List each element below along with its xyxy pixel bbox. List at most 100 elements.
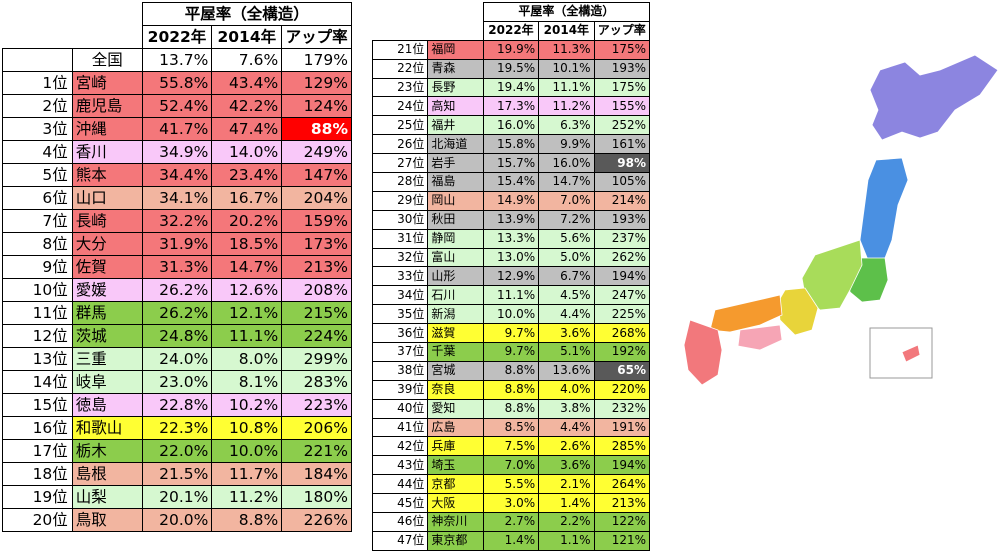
prefecture-cell: 岩手	[427, 153, 484, 174]
table-row: 20位 鳥取 20.0% 8.8% 226%	[2, 508, 352, 532]
value-2014-cell: 10.8%	[211, 416, 283, 440]
rank-cell: 4位	[2, 140, 73, 164]
value-2014-cell: 4.5%	[538, 285, 595, 306]
value-2014-cell: 11.7%	[211, 462, 283, 486]
prefecture-cell: 三重	[71, 347, 143, 371]
rank-cell: 39位	[371, 379, 428, 400]
rank-cell: 17位	[2, 439, 73, 463]
value-2014-cell: 43.4%	[211, 71, 283, 95]
up-rate-cell: 206%	[281, 416, 352, 440]
rank-cell: 44位	[371, 474, 428, 495]
rank-cell: 37位	[371, 342, 428, 362]
up-rate-cell: 184%	[281, 462, 352, 486]
prefecture-cell: 山形	[427, 266, 484, 287]
value-2022-cell: 15.8%	[482, 134, 540, 155]
up-rate-cell: 252%	[593, 115, 651, 136]
value-2014-cell: 9.9%	[538, 134, 595, 155]
rank-cell: 19位	[2, 485, 73, 509]
table-row: 6位 山口 34.1% 16.7% 204%	[2, 186, 352, 210]
value-2014-cell: 4.4%	[538, 304, 595, 325]
value-2014-cell: 47.4%	[211, 117, 283, 141]
up-rate-cell: 155%	[593, 96, 651, 117]
prefecture-cell: 香川	[71, 140, 143, 164]
rank-cell: 14位	[2, 370, 73, 394]
table-row: 41位 広島 8.5% 4.4% 191%	[371, 417, 651, 438]
value-2022-cell: 10.0%	[482, 304, 540, 325]
value-2014-cell: 18.5%	[211, 232, 283, 256]
rank-cell: 5位	[2, 163, 73, 187]
rank-cell: 11位	[2, 301, 73, 325]
rank-cell: 45位	[371, 493, 428, 514]
header-blank	[72, 26, 142, 49]
header-blank	[3, 26, 73, 49]
rank-cell: 6位	[2, 186, 73, 210]
table-row: 17位 栃木 22.0% 10.0% 221%	[2, 439, 352, 463]
value-2014-cell: 14.7%	[538, 172, 595, 192]
value-2022-cell: 1.4%	[482, 530, 540, 551]
prefecture-cell: 群馬	[71, 301, 143, 325]
rank-cell: 3位	[2, 117, 73, 141]
rank-cell: 10位	[2, 278, 73, 302]
value-2014-cell: 11.1%	[538, 77, 595, 98]
table-row: 18位 島根 21.5% 11.7% 184%	[2, 462, 352, 486]
up-rate-cell: 88%	[281, 117, 352, 141]
prefecture-cell: 新潟	[427, 304, 484, 325]
prefecture-cell: 山口	[71, 186, 143, 210]
value-2022-cell: 55.8%	[141, 71, 213, 95]
up-rate-cell: 129%	[281, 71, 352, 95]
table-row: 46位 神奈川 2.7% 2.2% 122%	[371, 512, 651, 532]
rank-cell: 46位	[371, 512, 428, 532]
value-2022-cell: 34.9%	[141, 140, 213, 164]
header-blank	[373, 3, 428, 22]
prefecture-cell: 愛媛	[71, 278, 143, 302]
rank-cell: 16位	[2, 416, 73, 440]
table-row: 42位 兵庫 7.5% 2.6% 285%	[371, 436, 651, 457]
rank-cell: 33位	[371, 266, 428, 287]
rank-cell: 30位	[371, 209, 428, 230]
value-2022-cell: 26.2%	[141, 301, 213, 325]
up-rate-cell: 121%	[593, 530, 651, 551]
up-rate-cell: 237%	[593, 228, 651, 249]
value-2022-cell: 15.7%	[482, 153, 540, 174]
table-row: 4位 香川 34.9% 14.0% 249%	[2, 140, 352, 164]
table-row: 25位 福井 16.0% 6.3% 252%	[371, 115, 651, 136]
value-2014-cell: 4.4%	[538, 417, 595, 438]
value-2022-cell: 3.0%	[482, 493, 540, 514]
value-2022-cell: 13.3%	[482, 228, 540, 249]
rank-cell: 24位	[371, 96, 428, 117]
header-blank	[428, 21, 483, 40]
value-2022-cell: 13.9%	[482, 209, 540, 230]
value-2014-cell: 6.7%	[538, 266, 595, 287]
table-row: 31位 静岡 13.3% 5.6% 237%	[371, 228, 651, 249]
up-rate-cell: 283%	[281, 370, 352, 394]
value-2014-cell: 3.6%	[538, 455, 595, 476]
up-rate-cell: 232%	[593, 398, 651, 419]
value-2014-cell: 20.2%	[211, 209, 283, 233]
up-rate-cell: 159%	[281, 209, 352, 233]
value-2014-cell: 8.8%	[211, 508, 283, 532]
table-row: 30位 秋田 13.9% 7.2% 193%	[371, 209, 651, 230]
value-2014-cell: 5.0%	[538, 247, 595, 268]
prefecture-cell: 宮崎	[71, 71, 143, 95]
value-2022-cell: 12.9%	[482, 266, 540, 287]
value-2022-cell: 22.0%	[141, 439, 213, 463]
table-row: 32位 富山 13.0% 5.0% 262%	[371, 247, 651, 268]
rank-cell: 41位	[371, 417, 428, 438]
value-2014-cell: 11.3%	[538, 39, 595, 60]
up-rate-cell: 192%	[593, 342, 651, 362]
table-row: 34位 石川 11.1% 4.5% 247%	[371, 285, 651, 306]
up-rate-cell: 204%	[281, 186, 352, 210]
up-rate-cell: 249%	[281, 140, 352, 164]
table-row: 3位 沖縄 41.7% 47.4% 88%	[2, 117, 352, 141]
value-2022-cell: 5.5%	[482, 474, 540, 495]
value-2014-cell: 3.8%	[538, 398, 595, 419]
table-row: 28位 福島 15.4% 14.7% 105%	[371, 172, 651, 192]
up-rate-cell: 105%	[593, 172, 651, 192]
value-2014-cell: 10.0%	[211, 439, 283, 463]
prefecture-cell: 千葉	[427, 342, 484, 362]
table-row: 37位 千葉 9.7% 5.1% 192%	[371, 342, 651, 362]
rank-cell: 42位	[371, 436, 428, 457]
table-row: 13位 三重 24.0% 8.0% 299%	[2, 347, 352, 371]
prefecture-cell: 和歌山	[71, 416, 143, 440]
value-2014-cell: 12.6%	[211, 278, 283, 302]
